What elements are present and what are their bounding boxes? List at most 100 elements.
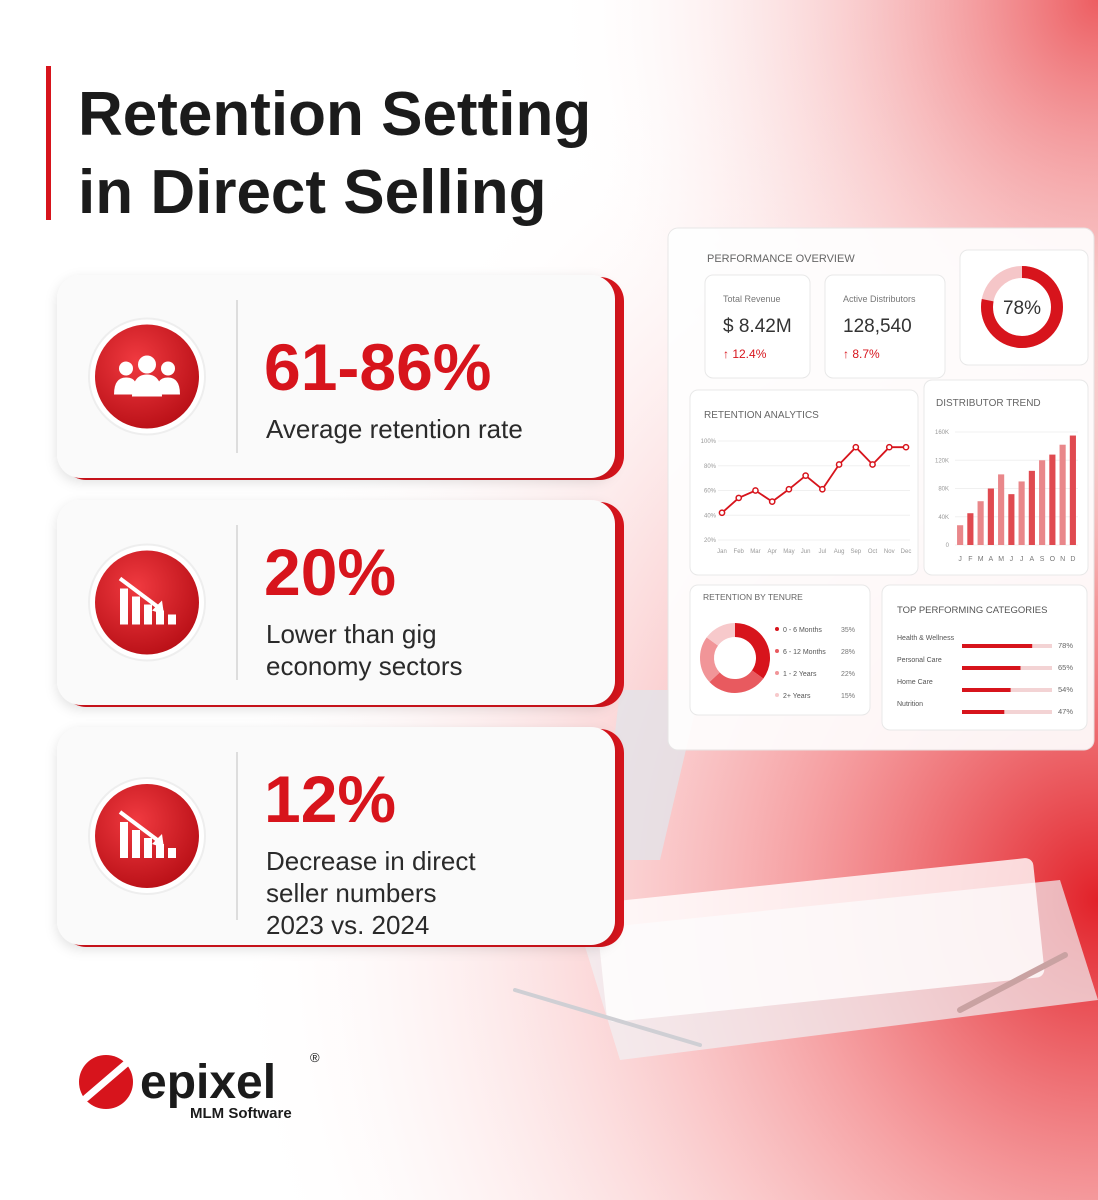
stat-value: 61-86%	[264, 330, 492, 404]
panel-title: TOP PERFORMING CATEGORIES	[897, 605, 1047, 616]
point	[869, 461, 876, 468]
legend-dot	[775, 627, 779, 631]
category-label: Home Care	[897, 679, 933, 686]
kpi-label: Total Revenue	[723, 294, 781, 304]
stat-label: 2023 vs. 2024	[266, 910, 429, 940]
x-tick-label: Oct	[868, 549, 878, 555]
legend-value: 28%	[841, 649, 855, 656]
bar	[962, 666, 1021, 670]
icon-bar	[168, 614, 176, 625]
bar-track	[962, 710, 1052, 714]
stat-value: 12%	[264, 762, 396, 836]
y-tick-label: 0	[946, 543, 950, 549]
x-tick-label: J	[958, 556, 962, 563]
icon-bar	[120, 822, 128, 858]
bar	[1018, 481, 1025, 545]
point	[718, 509, 726, 517]
y-tick-label: 120K	[935, 458, 949, 464]
bar	[1039, 460, 1046, 545]
bar	[962, 644, 1033, 648]
category-value: 47%	[1058, 707, 1073, 716]
x-tick-label: J	[1010, 556, 1014, 563]
stat-label: Average retention rate	[266, 414, 523, 444]
donut-segment	[709, 669, 764, 693]
bar	[1069, 435, 1076, 545]
y-tick-label: 40K	[938, 515, 949, 521]
gauge-arc	[981, 266, 1063, 348]
icon-arrowhead	[152, 834, 164, 848]
panel	[689, 389, 919, 576]
dashboard: PERFORMANCE OVERVIEW Total Revenue $ 8.42M…	[667, 227, 1095, 751]
title: in Direct Selling	[78, 158, 547, 227]
legend-dot	[775, 649, 779, 653]
y-tick-label: 100%	[701, 439, 717, 445]
head	[119, 361, 133, 376]
y-tick-label: 60%	[704, 489, 717, 495]
stat-label: Decrease in direct	[266, 846, 476, 876]
bar	[962, 688, 1011, 692]
icon-bar	[144, 838, 152, 858]
card	[57, 500, 615, 705]
point	[735, 494, 743, 502]
x-tick-label: Mar	[750, 549, 760, 555]
x-tick-label: M	[998, 556, 1004, 563]
legend-value: 15%	[841, 693, 855, 700]
y-tick-label: 160K	[935, 430, 949, 436]
panel-title: RETENTION BY TENURE	[703, 592, 803, 602]
legend-dot	[775, 671, 779, 675]
legend-value: 35%	[841, 627, 855, 634]
kpi-change: ↑ 12.4%	[723, 347, 767, 361]
category-value: 78%	[1058, 641, 1073, 650]
panel	[959, 249, 1089, 366]
clipboard	[595, 858, 1045, 1022]
icon-bar	[120, 588, 128, 625]
head	[138, 355, 156, 374]
point	[852, 443, 860, 451]
point	[785, 485, 793, 493]
point	[835, 461, 843, 468]
card	[57, 275, 615, 478]
kpi-value: 128,540	[843, 316, 912, 337]
bar	[1049, 454, 1056, 545]
x-tick-label: Feb	[734, 549, 745, 555]
bar	[967, 513, 974, 545]
icon	[95, 784, 199, 888]
stat-label: Lower than gig	[266, 619, 437, 649]
category-label: Health & Wellness	[897, 635, 955, 642]
point	[802, 472, 809, 479]
bar	[1028, 470, 1035, 545]
legend-dot	[775, 693, 779, 697]
x-tick-label: Jul	[819, 549, 827, 555]
head	[161, 361, 175, 376]
x-tick-label: Jun	[801, 549, 811, 555]
body	[114, 377, 136, 395]
pen	[957, 952, 1068, 1013]
category-value: 65%	[1058, 663, 1073, 672]
legend-label: 2+ Years	[783, 693, 811, 700]
bar	[962, 710, 1005, 714]
gauge-label: 78%	[1003, 298, 1041, 319]
panel	[824, 274, 946, 379]
dashboard-title: PERFORMANCE OVERVIEW	[707, 253, 855, 265]
logo-tagline: MLM Software	[190, 1105, 292, 1122]
logo-registered: ®	[310, 1050, 320, 1065]
x-tick-label: F	[968, 556, 972, 563]
x-tick-label: Aug	[834, 549, 845, 555]
card	[57, 727, 615, 945]
x-tick-label: N	[1060, 556, 1065, 563]
panel-title: DISTRIBUTOR TREND	[936, 398, 1041, 409]
logo-icon-slash	[82, 1058, 132, 1102]
bar	[1059, 444, 1066, 545]
point	[885, 443, 893, 451]
icon-arrow	[118, 576, 162, 611]
logo: epixel ® MLM Software	[79, 1050, 320, 1122]
point	[819, 485, 826, 493]
legend-value: 22%	[841, 671, 855, 678]
x-tick-label: May	[783, 549, 794, 555]
x-tick-label: Jan	[717, 549, 727, 555]
stat-cards: 61-86% Average retention rate 20% Lower tha…	[57, 275, 624, 947]
title: Retention Setting	[78, 80, 591, 149]
legend-label: 0 - 6 Months	[783, 627, 822, 634]
legend-label: 6 - 12 Months	[783, 649, 826, 656]
